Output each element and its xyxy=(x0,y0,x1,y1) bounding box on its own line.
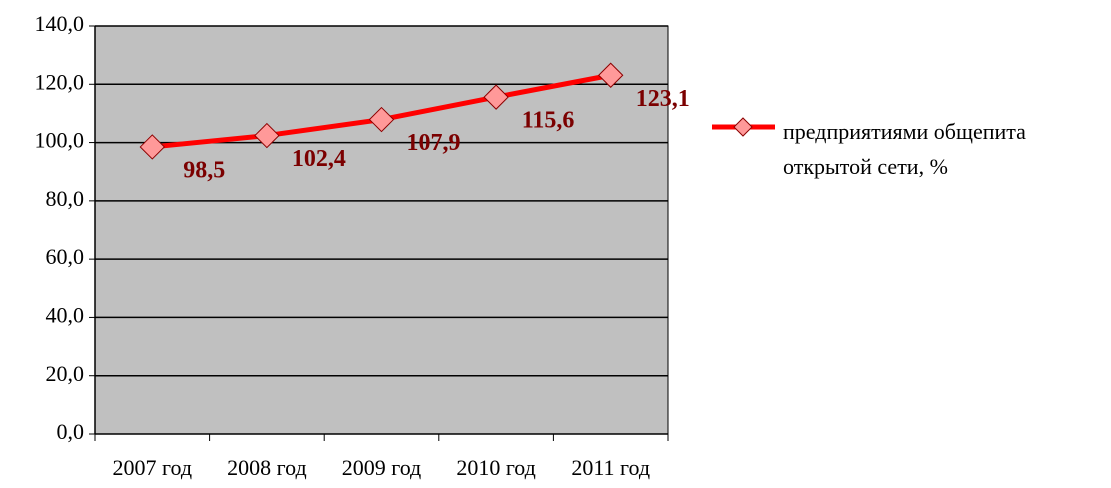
x-tick-label: 2011 год xyxy=(571,455,650,480)
y-tick-label: 20,0 xyxy=(46,361,85,386)
marker xyxy=(254,122,280,149)
legend-label: предприятиями общепита открытой сети, % xyxy=(783,119,1026,179)
plot-area xyxy=(94,25,669,435)
x-tick-label: 2007 год xyxy=(113,455,193,480)
y-tick-label: 0,0 xyxy=(57,419,85,444)
data-label: 102,4 xyxy=(292,146,346,172)
x-tick-label: 2008 год xyxy=(227,455,307,480)
y-tick-label: 100,0 xyxy=(35,128,85,153)
y-tick-label: 40,0 xyxy=(46,302,85,327)
y-tick-label: 140,0 xyxy=(35,11,85,36)
y-tick-label: 60,0 xyxy=(46,244,85,269)
data-label: 115,6 xyxy=(522,108,575,134)
marker xyxy=(139,134,166,160)
y-tick-label: 120,0 xyxy=(35,69,85,94)
y-tick-label: 80,0 xyxy=(46,186,85,211)
marker xyxy=(597,62,624,88)
marker xyxy=(368,106,395,133)
marker xyxy=(483,84,509,110)
legend-marker xyxy=(733,117,753,137)
data-label: 98,5 xyxy=(183,157,225,183)
data-label: 123,1 xyxy=(636,86,690,112)
x-tick-label: 2009 год xyxy=(342,455,422,480)
data-label: 107,9 xyxy=(407,130,461,156)
x-tick-label: 2010 год xyxy=(456,455,536,480)
